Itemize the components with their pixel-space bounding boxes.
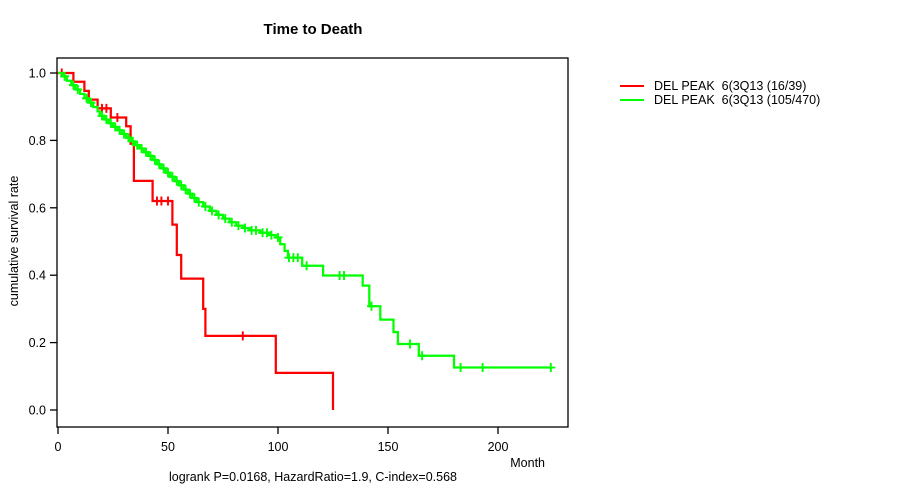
x-tick-label: 200 — [488, 440, 509, 454]
legend-item: DEL PEAK 6(3Q13 (16/39) — [620, 79, 820, 93]
y-axis: 0.0 0.2 0.4 0.6 0.8 1.0 — [29, 67, 57, 418]
km-curve-red — [57, 68, 335, 410]
y-tick-label: 0.0 — [29, 404, 46, 418]
plot-box — [56, 57, 569, 428]
y-tick-label: 0.8 — [29, 134, 46, 148]
y-tick-label: 1.0 — [29, 67, 46, 81]
y-tick-label: 0.4 — [29, 269, 46, 283]
legend-line-swatch-green — [620, 99, 644, 101]
legend-label: DEL PEAK 6(3Q13 (105/470) — [654, 93, 821, 107]
y-tick-label: 0.6 — [29, 201, 46, 215]
censor-plus-marks — [57, 68, 248, 341]
legend-line-swatch-red — [620, 85, 644, 87]
x-tick-label: 150 — [378, 440, 399, 454]
x-axis-label: Month — [510, 456, 545, 470]
x-tick-label: 100 — [268, 440, 289, 454]
y-tick-label: 0.2 — [29, 336, 46, 350]
survival-step-line — [58, 71, 551, 369]
logrank-annotation: logrank P=0.0168, HazardRatio=1.9, C-ind… — [168, 470, 458, 484]
x-axis: 0 50 100 150 200 — [55, 427, 509, 454]
legend-item: DEL PEAK 6(3Q13 (105/470) — [620, 93, 820, 107]
censor-plus-marks — [60, 71, 556, 373]
legend-label: DEL PEAK 6(3Q13 (16/39) — [654, 79, 807, 93]
survival-step-line — [58, 71, 335, 410]
chart-title: Time to Death — [263, 21, 363, 38]
km-curve-green — [58, 71, 556, 373]
x-tick-label: 0 — [55, 440, 62, 454]
x-tick-label: 50 — [161, 440, 175, 454]
y-axis-label: cumulative survival rate — [7, 175, 21, 307]
legend: DEL PEAK 6(3Q13 (16/39) DEL PEAK 6(3Q13 … — [620, 79, 820, 107]
